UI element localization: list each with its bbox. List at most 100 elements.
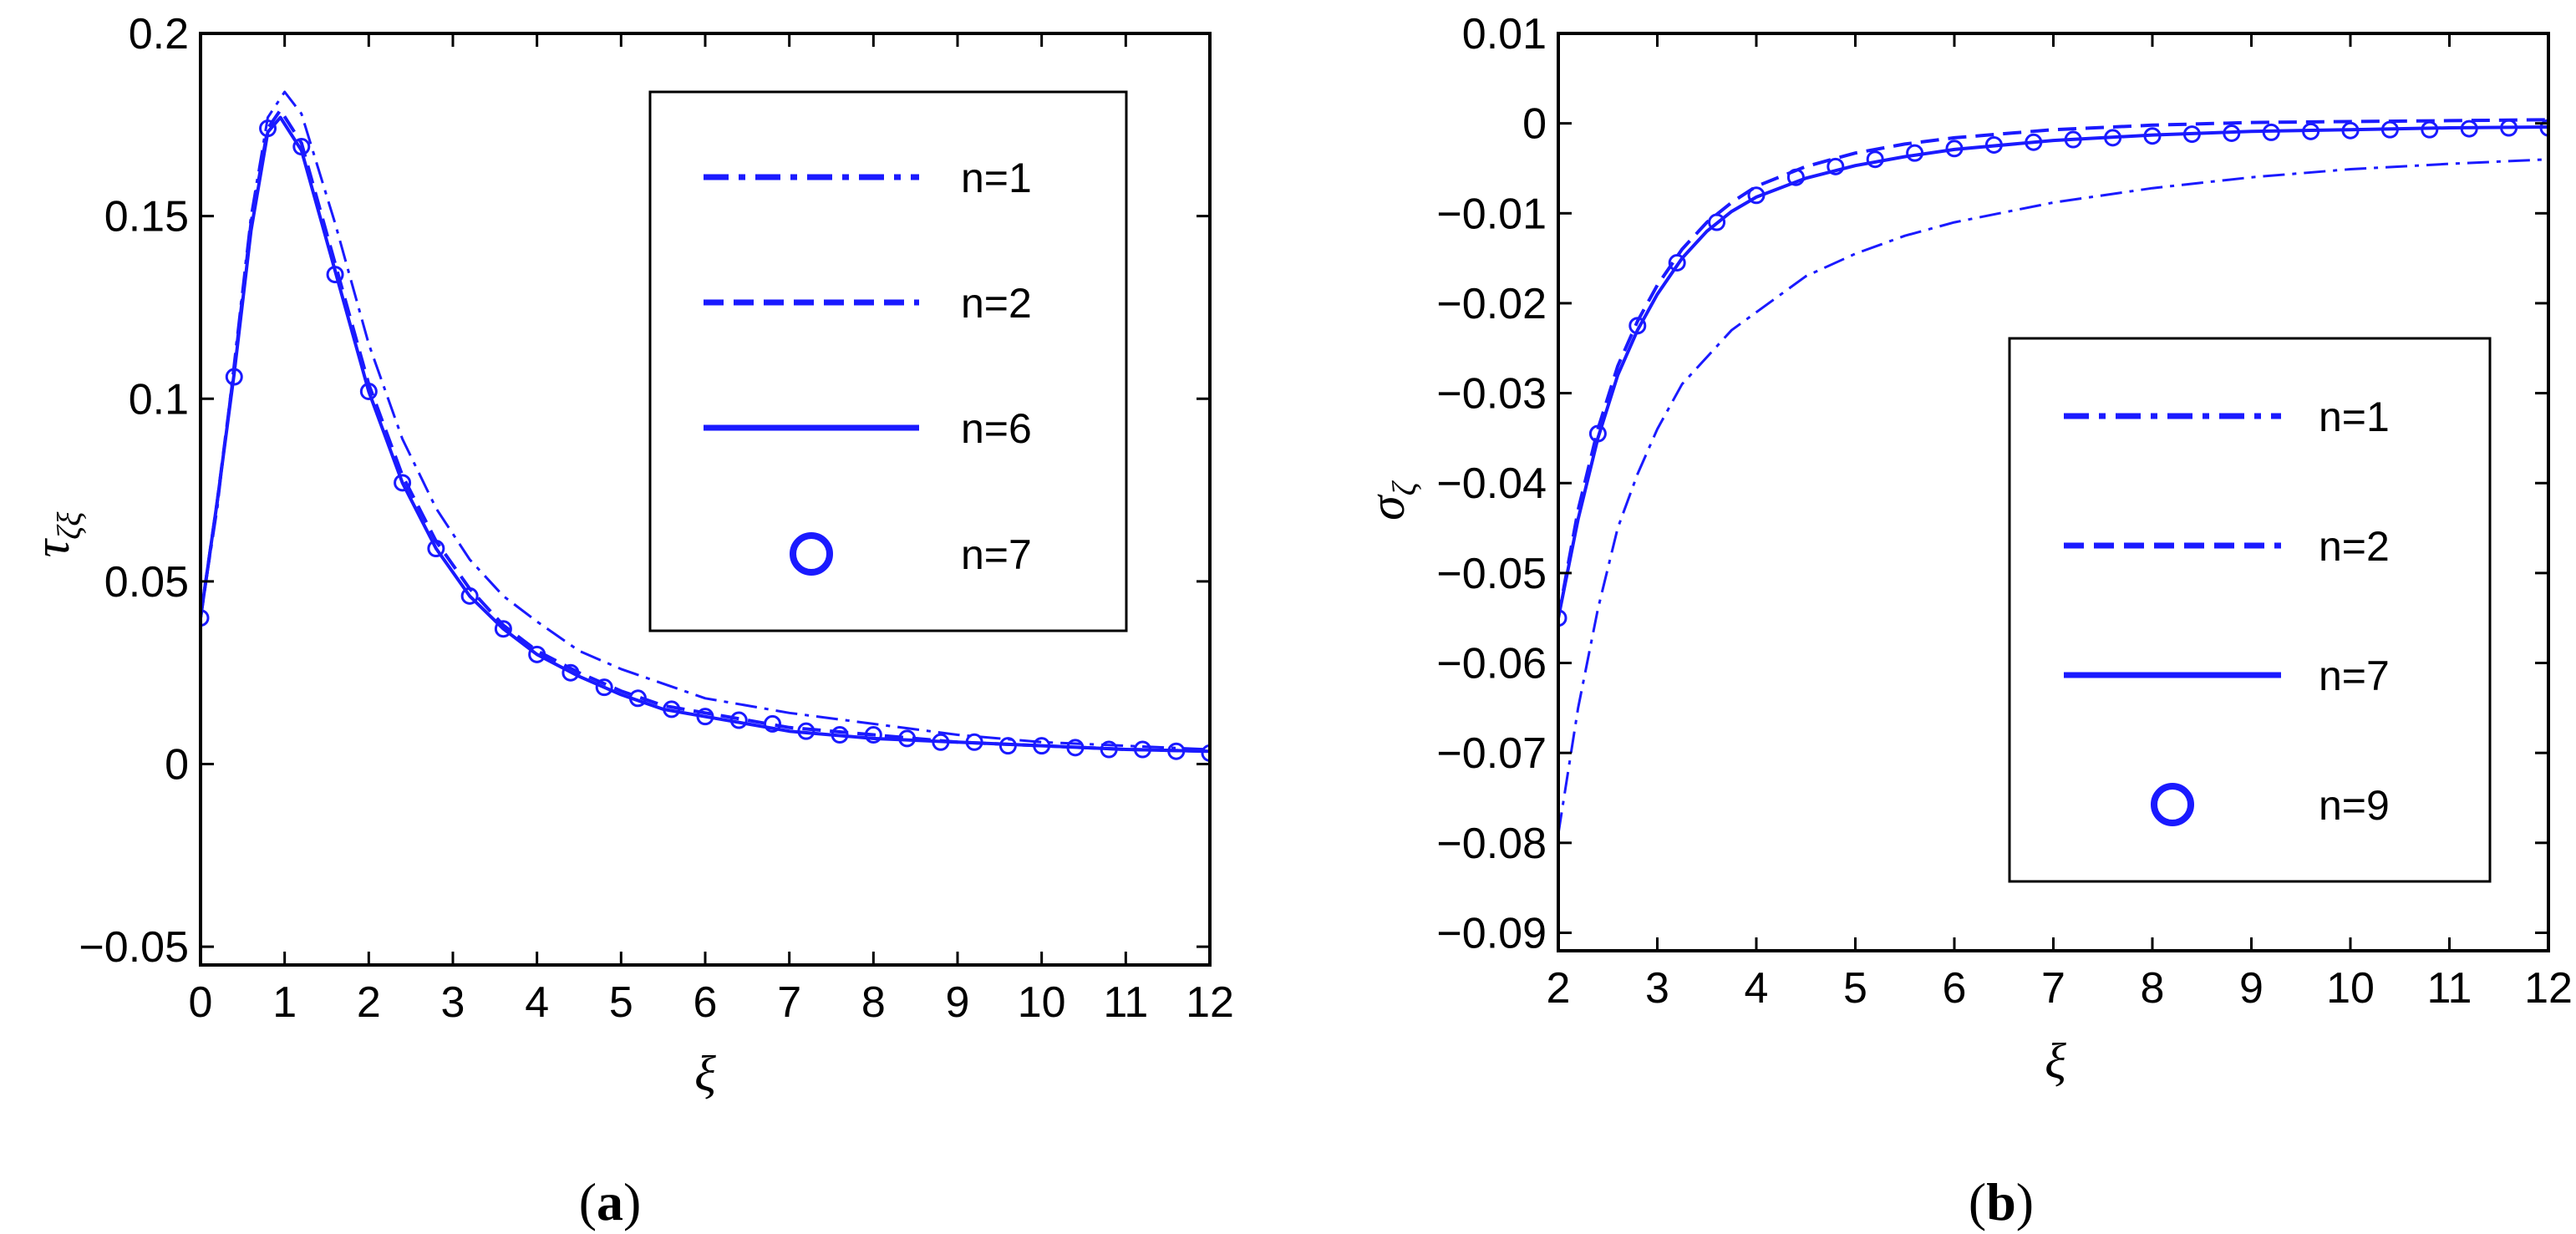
data-point <box>326 266 344 284</box>
data-point <box>225 368 243 386</box>
data-point <box>2182 125 2201 144</box>
x-tick-label: 6 <box>1943 964 1967 1013</box>
data-point <box>2223 124 2241 142</box>
y-tick-label: 0.2 <box>129 10 189 58</box>
series-n-2 <box>1558 118 2548 619</box>
data-point <box>2104 129 2122 147</box>
data-point <box>764 714 782 733</box>
series-n-1 <box>1558 158 2548 835</box>
x-tick-label: 3 <box>441 978 465 1027</box>
legend-item: n=7 <box>790 531 1032 578</box>
series-n-9 <box>1558 119 2548 627</box>
legend-item: n=6 <box>704 405 1032 452</box>
legend-item: n=2 <box>2064 523 2390 570</box>
legend-box-a <box>648 90 1128 632</box>
data-point <box>831 726 849 744</box>
legend-item: n=1 <box>2064 394 2390 440</box>
x-tick-label: 2 <box>1547 964 1571 1013</box>
x-tick-label: 1 <box>272 978 297 1027</box>
y-tick-label: −0.05 <box>1436 550 1547 598</box>
data-point <box>1628 317 1647 335</box>
data-point <box>460 587 479 605</box>
y-tick-label: −0.05 <box>79 923 189 972</box>
data-point <box>2302 122 2320 140</box>
data-point <box>797 722 815 740</box>
series-n-1 <box>201 90 1210 751</box>
legend-label: n=2 <box>2319 523 2390 570</box>
data-point <box>1866 150 1884 169</box>
data-point <box>1033 737 1051 755</box>
legend-label: n=7 <box>961 531 1032 578</box>
y-axis-label-sub-b: ζ <box>1385 480 1423 495</box>
data-point <box>528 645 546 663</box>
data-point <box>932 733 950 751</box>
legend-item: n=2 <box>704 280 1032 327</box>
data-point <box>494 620 512 638</box>
legend-item: n=7 <box>2064 653 2390 699</box>
y-tick-label: 0.1 <box>129 375 189 424</box>
y-tick-label: 0.01 <box>1462 10 1547 58</box>
y-tick-label: −0.08 <box>1436 820 1547 868</box>
series-line <box>201 90 1210 751</box>
data-point <box>898 729 917 748</box>
data-point <box>2460 119 2478 138</box>
series-line <box>201 115 1210 754</box>
data-point <box>1100 740 1118 759</box>
data-point <box>1066 739 1085 757</box>
y-axis-label-sub-a: ζξ <box>50 511 88 540</box>
data-point <box>1906 144 1924 162</box>
y-axis-label-b: σζ <box>1359 480 1423 521</box>
ticks-layer-b: 2 3 4 5 6 7 8 9 10 11 12 −0.09 −0.08 −0.07 −0.06 −0.05 −… <box>1436 10 2573 1013</box>
data-point <box>2539 119 2548 137</box>
panel-label-a: (a) <box>579 1172 642 1231</box>
legend-label: n=1 <box>961 155 1032 201</box>
y-tick-label: −0.06 <box>1436 640 1547 688</box>
data-point <box>595 678 613 697</box>
x-tick-label: 4 <box>525 978 549 1027</box>
legend-label: n=1 <box>2319 394 2390 440</box>
legend-item: n=1 <box>704 155 1032 201</box>
data-point <box>292 138 311 156</box>
data-point <box>201 609 210 627</box>
x-tick-label: 3 <box>1645 964 1669 1013</box>
series-line <box>1558 118 2548 619</box>
series-n-7 <box>201 119 1210 762</box>
x-tick-label: 4 <box>1745 964 1769 1013</box>
panel-paren-close-a: ) <box>623 1172 641 1231</box>
x-tick-label: 8 <box>861 978 886 1027</box>
data-point <box>561 663 580 682</box>
y-tick-label: −0.07 <box>1436 729 1547 778</box>
data-point <box>1786 168 1805 186</box>
data-point <box>1945 140 1964 158</box>
y-tick-label: 0.05 <box>104 558 189 607</box>
data-point <box>1201 744 1210 762</box>
y-tick-label: 0 <box>1522 100 1547 149</box>
series-line <box>1558 158 2548 835</box>
data-point <box>628 689 647 708</box>
data-point <box>696 708 714 726</box>
y-tick-label: −0.04 <box>1436 460 1547 508</box>
series-n-2 <box>201 108 1210 754</box>
x-axis-label-a: ξ <box>694 1046 716 1101</box>
data-point <box>729 711 748 729</box>
y-tick-label: 0 <box>165 741 189 790</box>
data-point <box>2025 133 2043 151</box>
x-tick-label: 0 <box>189 978 213 1027</box>
data-point <box>2500 119 2518 137</box>
data-point <box>864 726 882 744</box>
y-tick-label: 0.15 <box>104 193 189 241</box>
panel-paren-close-b: ) <box>2016 1172 2034 1231</box>
x-tick-label: 10 <box>2326 964 2375 1013</box>
data-point <box>663 700 681 719</box>
y-axis-label-main-b: σ <box>1359 494 1415 521</box>
legend-item: n=9 <box>2151 782 2390 829</box>
series-line <box>1558 125 2548 619</box>
data-point <box>2064 130 2082 149</box>
data-point <box>1588 424 1607 443</box>
data-point <box>2421 120 2439 139</box>
data-point <box>2341 121 2360 140</box>
data-point <box>965 733 983 751</box>
x-tick-label: 2 <box>357 978 381 1027</box>
data-point <box>259 119 277 138</box>
